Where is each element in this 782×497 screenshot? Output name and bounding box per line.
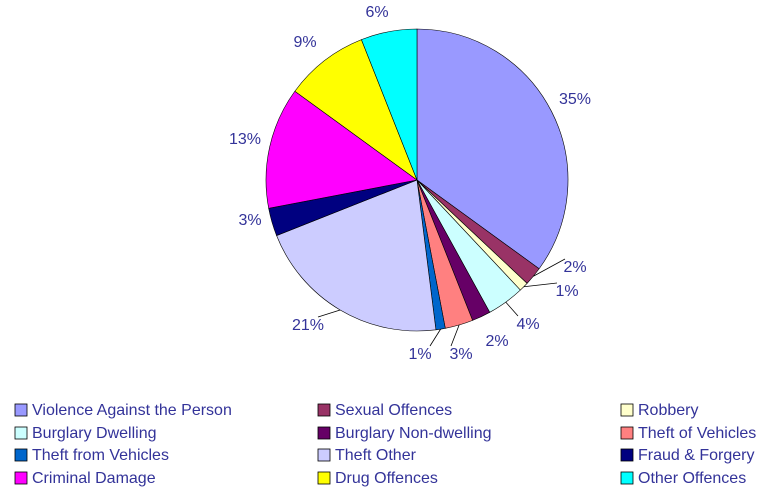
legend-label: Theft of Vehicles <box>638 425 756 442</box>
data-label: 9% <box>293 34 316 51</box>
legend-swatch <box>620 403 634 417</box>
data-label: 3% <box>238 212 261 229</box>
pie-slice <box>265 90 418 209</box>
legend-swatch <box>14 426 28 440</box>
legend-swatch <box>317 426 331 440</box>
legend-label: Fraud & Forgery <box>638 447 754 464</box>
data-label: 21% <box>292 317 324 334</box>
leader-line <box>533 258 566 277</box>
legend-swatch <box>317 471 331 485</box>
legend-label: Theft Other <box>335 447 417 464</box>
data-label: 1% <box>555 283 578 300</box>
legend-label: Criminal Damage <box>32 470 156 487</box>
leader-line <box>450 324 460 347</box>
legend-swatch <box>317 403 331 417</box>
leader-line <box>523 282 558 288</box>
legend-label: Theft from Vehicles <box>32 447 169 464</box>
pie-slice <box>416 28 569 270</box>
data-label: 3% <box>449 346 472 363</box>
legend-swatch <box>14 403 28 417</box>
leader-line <box>429 328 441 347</box>
pie-slice <box>276 179 437 332</box>
data-label: 13% <box>229 131 261 148</box>
data-label: 6% <box>365 4 388 21</box>
legend-swatch <box>14 448 28 462</box>
legend-label: Violence Against the Person <box>32 402 232 419</box>
legend-label: Sexual Offences <box>335 402 452 419</box>
data-label: 1% <box>408 346 431 363</box>
legend-swatch <box>317 448 331 462</box>
data-label: 2% <box>485 333 508 350</box>
legend-swatch <box>620 448 634 462</box>
legend-label: Robbery <box>638 402 698 419</box>
data-label: 4% <box>516 316 539 333</box>
legend-label: Other Offences <box>638 470 746 487</box>
legend-swatch <box>620 471 634 485</box>
legend-label: Burglary Non-dwelling <box>335 425 492 442</box>
pie-slice <box>361 28 418 181</box>
legend-swatch <box>620 426 634 440</box>
leader-line <box>317 309 341 318</box>
pie-slice <box>294 39 418 181</box>
legend-label: Burglary Dwelling <box>32 425 157 442</box>
data-label: 35% <box>559 91 591 108</box>
legend-label: Drug Offences <box>335 470 438 487</box>
data-label: 2% <box>563 259 586 276</box>
legend-swatch <box>14 471 28 485</box>
leader-line <box>505 301 519 317</box>
